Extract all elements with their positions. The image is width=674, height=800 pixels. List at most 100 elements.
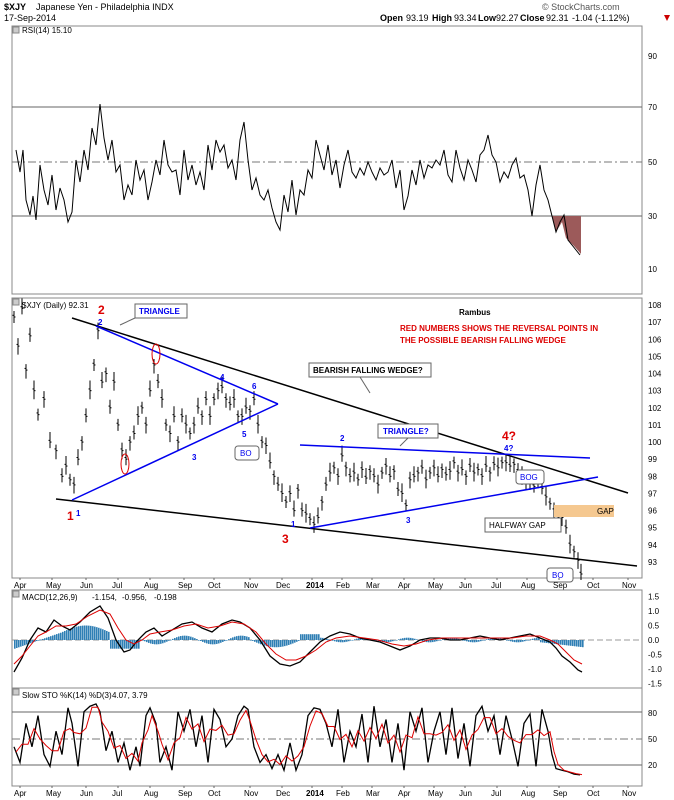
macd-hist-bar [138,640,140,649]
price-label: $XJY (Daily) 92.31 [22,301,89,310]
macd-hist-bar [242,635,244,640]
macd-hist-bar [402,638,404,640]
panel-collapse-icon[interactable] [12,298,20,306]
macd-hist-bar [490,638,492,640]
macd-hist-bar [250,640,252,641]
reversal-ellipse [120,453,130,475]
month-tick: Apr [14,789,27,798]
macd-hist-bar [342,640,344,643]
wave2-1: 1 [291,520,296,529]
macd-hist-bar [294,640,296,643]
macd-tick: -0.5 [648,651,662,660]
macd-hist-bar [298,640,300,641]
month-tick: Aug [521,789,535,798]
price-tick: 96 [648,507,657,516]
wave-4: 4 [220,373,225,382]
panel-collapse-icon[interactable] [12,26,20,34]
month-tick: Jul [491,789,501,798]
macd-hist-bar [258,640,260,644]
author-label: Rambus [459,308,491,317]
macd-hist-bar [252,640,254,641]
panel-collapse-icon[interactable] [12,688,20,696]
macd-hist-bar [156,640,158,645]
macd-hist-bar [574,640,576,647]
triangle-upper-line [95,325,279,405]
macd-hist-bar [396,639,398,641]
month-tick: Nov [244,581,258,590]
macd-hist-bar [272,640,274,648]
triangle2-lower-line [309,476,599,529]
macd-hist-bar [48,636,50,640]
sto-tick-50: 50 [648,735,657,744]
month-tick: Feb [336,789,350,798]
macd-hist-bar [216,640,218,644]
macd-hist-bar [114,640,116,649]
macd-hist-bar [468,640,470,642]
macd-hist-bar [322,637,324,640]
macd-hist-bar [82,625,84,640]
macd-hist-bar [148,640,150,643]
macd-hist-bar [404,637,406,640]
month-tick: May [428,581,443,590]
macd-hist-bar [566,640,568,646]
reversal-1: 1 [67,509,74,523]
macd-hist-bar [524,640,526,642]
macd-hist-bar [518,640,520,643]
macd-hist-bar [432,640,434,643]
macd-hist-bar [152,640,154,645]
wedge-label: BEARISH FALLING WEDGE? [313,366,423,375]
macd-hist-bar [388,640,390,643]
macd-hist-bar [150,640,152,644]
macd-hist-bar [352,639,354,641]
macd-hist-bar [222,640,224,642]
gap-label: GAP [597,507,614,516]
macd-hist-bar [542,640,544,643]
rsi-tick-90: 90 [648,52,657,61]
month-tick: Aug [144,581,158,590]
macd-hist-bar [210,640,212,645]
macd-hist-bar [102,629,104,640]
month-tick: Sep [178,789,193,798]
month-tick: Jun [80,581,93,590]
triangle2-upper-line [299,444,591,459]
macd-hist-bar [316,634,318,640]
sto-label: Slow STO %K(14) %D(3) [22,691,112,700]
macd-hist-bar [358,638,360,640]
macd-hist-bar [200,640,202,641]
low-value: 92.27 [496,13,519,23]
macd-hist-bar [50,636,52,640]
macd-hist-bar [578,640,580,647]
macd-hist-bar [350,640,352,641]
macd-hist-bar [336,640,338,642]
bog-label: BOG [520,473,538,482]
wave-2: 2 [98,318,103,327]
halfway-label: HALFWAY GAP [489,521,546,530]
macd-hist-bar [410,637,412,640]
macd-hist-bar [170,639,172,641]
macd-hist-bar [556,640,558,645]
close-value: 92.31 [546,13,569,23]
macd-hist-bar [154,640,156,645]
month-tick: Apr [398,581,411,590]
macd-hist-bar [240,635,242,640]
macd-hist-bar [558,640,560,645]
reversal-ellipse [151,343,161,365]
rsi-y-ticks: 90 70 50 30 10 [648,52,657,274]
macd-hist-bar [56,634,58,640]
macd-hist-bar [354,639,356,640]
month-tick: Nov [622,789,636,798]
macd-hist-bar [360,637,362,640]
rsi-line [15,103,581,256]
panel-collapse-icon[interactable] [12,590,20,598]
month-tick: Aug [144,789,158,798]
month-tick: Jun [80,789,93,798]
price-y-ticks: 108 107 106 105 104 103 102 101 100 99 98 97 96 95 94 9… [648,301,662,567]
macd-hist-bar [244,636,246,640]
macd-hist-bar [286,640,288,646]
wave-3: 3 [192,453,197,462]
macd-hist-bar [326,638,328,640]
macd-hist-bar [186,635,188,640]
macd-hist-bar [214,640,216,645]
macd-hist-bar [178,636,180,640]
